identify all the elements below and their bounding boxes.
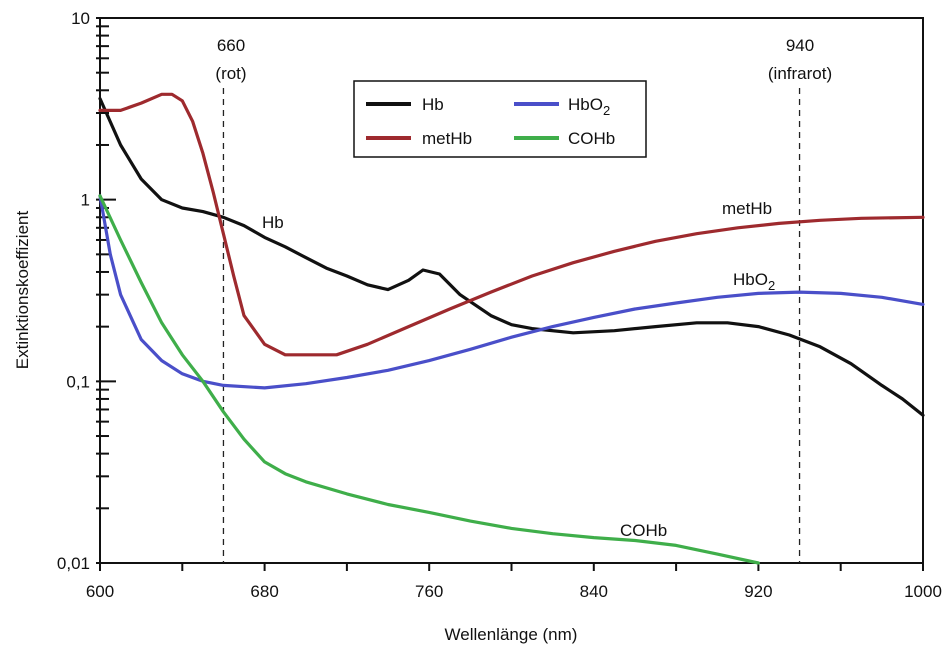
legend-box — [353, 80, 647, 158]
x-tick-label: 1000 — [904, 582, 942, 601]
ref-line-660-value: 660 — [217, 36, 245, 55]
x-tick-label: 920 — [744, 582, 772, 601]
ref-line-940-note: (infrarot) — [768, 64, 832, 83]
series-line-cohb — [98, 194, 760, 565]
curve-label-methb: metHb — [722, 199, 772, 218]
y-tick-label: 0,1 — [66, 372, 90, 391]
legend-label-methb: metHb — [422, 129, 472, 148]
y-tick-label: 10 — [71, 9, 90, 28]
legend-label-hbo2-sub: 2 — [603, 103, 610, 118]
x-axis-title: Wellenlänge (nm) — [445, 625, 578, 644]
x-axis-ticks — [99, 563, 924, 571]
x-tick-label: 680 — [250, 582, 278, 601]
legend-label-hbo2: HbO2 — [568, 95, 610, 118]
legend-label-hb: Hb — [422, 95, 444, 114]
x-tick-label: 760 — [415, 582, 443, 601]
legend-label-hbo2-base: HbO — [568, 95, 603, 114]
ref-line-660-note: (rot) — [215, 64, 246, 83]
curve-label-hbo2-base: HbO — [733, 270, 768, 289]
curve-label-hbo2: HbO2 — [733, 270, 775, 293]
series-line-methb — [98, 92, 925, 357]
series-line-hbo2 — [98, 194, 925, 390]
y-tick-label: 0,01 — [57, 554, 90, 573]
reference-lines — [222, 88, 801, 563]
ref-line-940-value: 940 — [786, 36, 814, 55]
y-axis-ticks — [96, 17, 116, 564]
curve-label-hb: Hb — [262, 213, 284, 232]
y-axis-title: Extinktionskoeffizient — [13, 211, 32, 370]
x-tick-label: 840 — [580, 582, 608, 601]
series-line-hb — [98, 97, 925, 417]
curve-label-cohb: COHb — [620, 521, 667, 540]
legend-label-cohb: COHb — [568, 129, 615, 148]
x-tick-label: 600 — [86, 582, 114, 601]
curve-label-hbo2-sub: 2 — [768, 278, 775, 293]
series-layer — [98, 92, 925, 565]
y-tick-label: 1 — [81, 191, 90, 210]
legend: Hb HbO2 metHb COHb — [353, 80, 647, 158]
